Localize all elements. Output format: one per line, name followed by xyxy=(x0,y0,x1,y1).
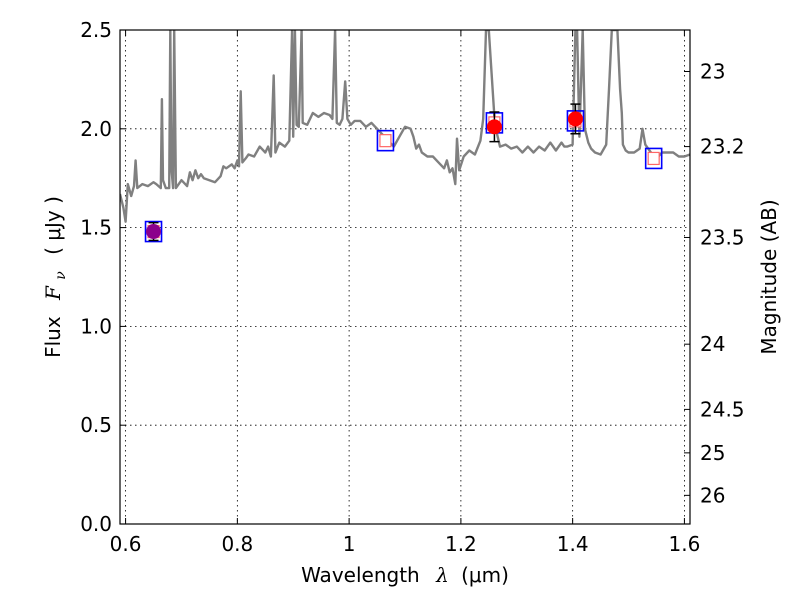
spectrum-line xyxy=(120,30,690,223)
y2-tick-label: 25 xyxy=(700,441,725,465)
x-tick-label: 1.2 xyxy=(445,532,477,556)
y2-tick-label: 23.5 xyxy=(700,225,745,249)
filter-box-marker xyxy=(644,147,663,170)
x-tick-label: 1 xyxy=(343,532,356,556)
model-photometry-marker xyxy=(379,134,392,148)
x-axis-title: Wavelength λ (μm) xyxy=(301,563,509,587)
y2-tick-label: 24 xyxy=(700,332,725,356)
axis-ticks: 0.6 0.8 1 1.2 1.4 1.6 0.0 0.5 1.0 1.5 2.0 2.5 23 23.2… xyxy=(80,18,744,556)
observed-photometry-point xyxy=(567,111,583,127)
y-tick-label: 0.0 xyxy=(80,512,112,536)
y2-axis-title: Magnitude (AB) xyxy=(757,199,781,354)
plot-area xyxy=(120,30,690,223)
x-tick-label: 0.8 xyxy=(221,532,253,556)
y-tick-label: 2.0 xyxy=(80,117,112,141)
y-tick-label: 1.0 xyxy=(80,314,112,338)
y-tick-label: 2.5 xyxy=(80,18,112,42)
photometry-markers xyxy=(144,103,663,243)
y-axis-title: Flux F ν ( μJy ) xyxy=(41,196,70,358)
observed-photometry-point xyxy=(486,119,502,135)
grid-lines xyxy=(120,30,690,524)
filter-box-marker xyxy=(144,220,163,243)
y2-tick-label: 23.2 xyxy=(700,135,745,159)
x-tick-label: 0.6 xyxy=(110,532,142,556)
observed-photometry-point xyxy=(146,224,162,240)
y2-tick-label: 24.5 xyxy=(700,397,745,421)
filter-box-marker xyxy=(376,129,395,152)
y2-tick-label: 23 xyxy=(700,59,725,83)
axes-frame xyxy=(119,29,691,525)
model-photometry-marker xyxy=(647,151,660,166)
y-tick-label: 0.5 xyxy=(80,413,112,437)
y2-tick-label: 26 xyxy=(700,483,725,507)
x-tick-label: 1.6 xyxy=(669,532,701,556)
y-tick-label: 1.5 xyxy=(80,216,112,240)
x-tick-label: 1.4 xyxy=(557,532,589,556)
